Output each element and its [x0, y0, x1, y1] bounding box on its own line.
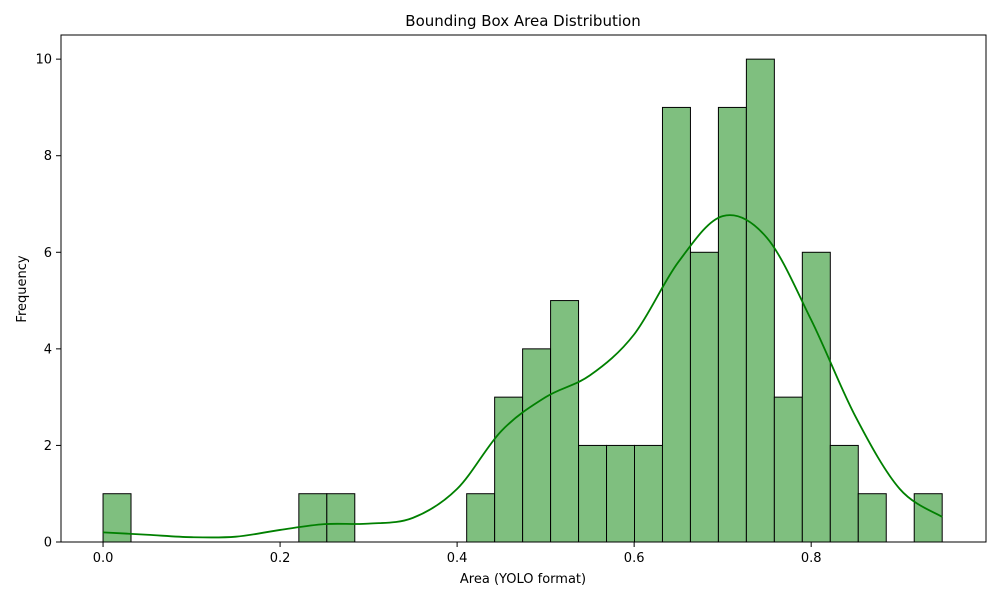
- kde-line: [102, 214, 943, 539]
- histogram-bar: [913, 493, 943, 543]
- histogram-bar: [661, 106, 691, 543]
- y-tick-label: 0: [44, 536, 52, 551]
- histogram-bar: [634, 444, 663, 543]
- plot-frame: [60, 34, 987, 543]
- histogram-bar: [298, 493, 328, 543]
- y-tick-label: 8: [44, 149, 52, 164]
- x-tick-label: 0.2: [270, 551, 291, 566]
- histogram-bar: [857, 493, 887, 543]
- x-tick-label: 0.8: [801, 551, 822, 566]
- x-tick-label: 0.0: [93, 551, 114, 566]
- histogram-bar: [494, 396, 524, 543]
- y-axis-ticks: 0 2 4 6 8 10: [35, 53, 61, 551]
- x-axis-title: Area (YOLO format): [460, 572, 586, 587]
- chart-title: Bounding Box Area Distribution: [405, 12, 640, 30]
- histogram-bar: [550, 300, 580, 543]
- histogram-bar: [326, 493, 356, 543]
- histogram-bar: [578, 444, 608, 543]
- y-tick-label: 2: [44, 439, 52, 454]
- histogram-bar: [689, 251, 719, 543]
- histogram-bar: [522, 348, 552, 543]
- x-tick-label: 0.6: [624, 551, 645, 566]
- x-axis-ticks: 0.0 0.2 0.4 0.6 0.8: [93, 542, 822, 566]
- histogram-bar: [102, 493, 132, 543]
- y-axis-title: Frequency: [15, 255, 30, 322]
- bars-group: [102, 58, 943, 543]
- histogram-bar: [801, 251, 831, 543]
- x-tick-label: 0.4: [447, 551, 468, 566]
- y-tick-label: 4: [44, 342, 52, 357]
- histogram-bar: [745, 58, 775, 543]
- histogram-bar: [717, 106, 747, 543]
- histogram-bar: [829, 444, 859, 543]
- histogram-bar: [466, 493, 496, 543]
- y-tick-label: 6: [44, 246, 52, 261]
- histogram-bar: [773, 396, 803, 543]
- histogram-bar: [606, 444, 635, 543]
- y-tick-label: 10: [35, 53, 52, 68]
